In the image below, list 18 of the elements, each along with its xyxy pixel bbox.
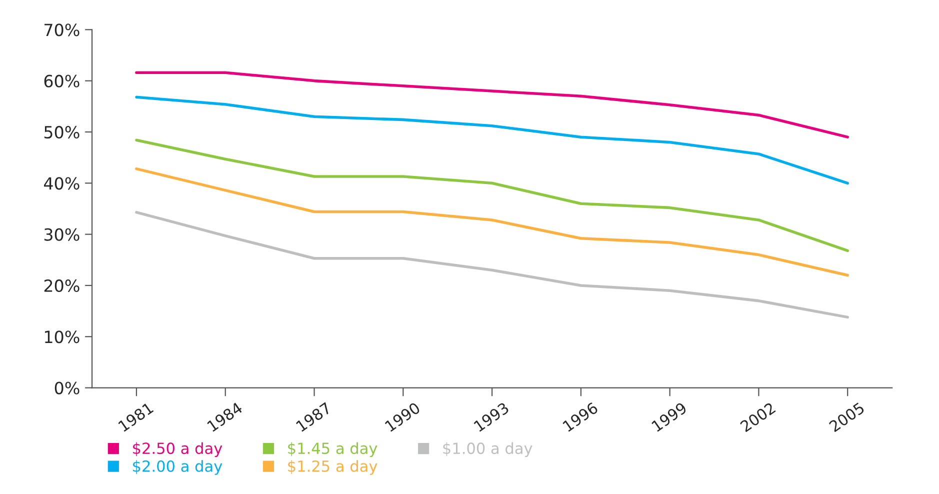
y-tick-label: 20%	[44, 279, 80, 292]
y-tick-label: 10%	[45, 330, 80, 344]
y-tick-label: 40%	[44, 177, 80, 190]
y-tick-label: 70%	[44, 24, 80, 36]
legend-label: $2.00 a day	[133, 460, 222, 475]
y-tick-label: 60%	[44, 74, 80, 88]
y-tick-label: 50%	[44, 126, 80, 139]
line-series	[135, 167, 849, 277]
y-tick-label: 0%	[54, 382, 80, 394]
line-series	[135, 210, 849, 319]
legend-label: $2.50 a day	[133, 442, 222, 458]
y-tick-label: 30%	[44, 228, 80, 241]
line-series	[135, 96, 849, 185]
line-series	[135, 138, 849, 252]
legend-label: $1.45 a day	[288, 442, 378, 458]
line-series	[135, 71, 849, 138]
legend-label: $1.00 a day	[443, 442, 532, 458]
legend-label: $1.25 a day	[288, 460, 378, 475]
